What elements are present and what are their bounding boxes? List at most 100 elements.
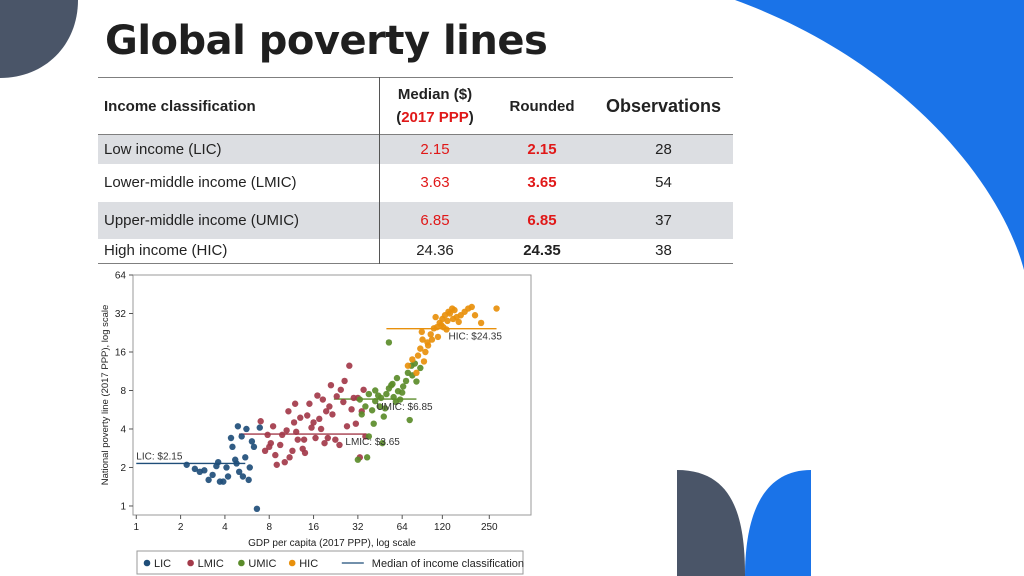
data-point-lmic (304, 412, 311, 419)
y-tick-label: 1 (120, 501, 126, 512)
data-point-lmic (264, 431, 271, 439)
data-point-lmic (312, 434, 319, 442)
data-point-lmic (286, 454, 293, 461)
table-row: High income (HIC) 24.36 24.35 38 (98, 238, 733, 264)
data-point-lmic (329, 411, 336, 418)
data-point-lmic (308, 424, 315, 431)
median-label-lic: LIC: $2.15 (136, 451, 183, 462)
data-point-umic (406, 416, 413, 424)
x-tick-label: 2 (178, 522, 184, 533)
data-point-lic (234, 423, 242, 430)
median-label-lmic: LMIC: $3.65 (345, 437, 400, 448)
data-point-lmic (306, 400, 313, 407)
data-point-lmic (324, 434, 332, 442)
leaf-logo-slate (677, 470, 745, 576)
data-point-lic (220, 478, 227, 485)
leaf-logo-blue (745, 470, 811, 576)
data-point-lmic (360, 386, 367, 393)
data-point-lic (213, 462, 220, 470)
data-point-lmic (319, 396, 327, 403)
x-axis-label: GDP per capita (2017 PPP), log scale (248, 538, 416, 549)
data-point-umic (390, 393, 397, 401)
row-median: 2.15 (379, 134, 490, 164)
data-point-hic (414, 352, 422, 359)
x-tick-label: 120 (434, 522, 451, 533)
row-observations: 37 (594, 201, 733, 239)
row-label: Low income (LIC) (98, 134, 380, 164)
data-point-hic (422, 348, 429, 356)
data-point-lic (238, 433, 245, 440)
data-point-lmic (321, 439, 328, 447)
data-point-lic (224, 473, 232, 480)
header-rounded: Rounded (509, 97, 575, 115)
header-observations: Observations (605, 95, 722, 116)
data-point-umic (383, 390, 390, 398)
data-point-lmic (346, 362, 353, 369)
data-point-umic (381, 405, 389, 412)
corner-blob-top-left (0, 0, 78, 78)
data-point-lmic (285, 408, 292, 415)
data-point-hic (404, 362, 412, 369)
poverty-scatter-chart: LIC: $2.15 LMIC: $3.65 UMIC: $6.85 HIC: $24… (100, 271, 532, 575)
data-point-umic (363, 454, 371, 461)
blue-arc-shape (735, 0, 1024, 576)
y-tick-label: 16 (115, 347, 127, 358)
data-point-hic (449, 315, 457, 323)
data-point-hic (471, 312, 479, 319)
data-point-lic (209, 471, 216, 479)
data-point-umic (393, 374, 401, 382)
median-label-umic: UMIC: $6.85 (376, 402, 433, 413)
x-tick-label: 16 (308, 522, 320, 533)
data-point-lic (248, 438, 256, 445)
data-point-hic (477, 319, 485, 327)
data-point-lmic (333, 393, 340, 400)
row-label: High income (HIC) (104, 242, 228, 260)
data-point-lmic (269, 423, 277, 430)
header-median: Median ($) (2017 PPP) (379, 77, 490, 135)
row-median: 24.36 (379, 238, 490, 264)
table-row: Lower-middle income (LMIC) 3.63 3.65 54 (98, 163, 733, 202)
y-tick-label: 64 (115, 271, 127, 282)
row-rounded: 3.65 (527, 174, 557, 191)
data-point-lic (191, 465, 199, 473)
data-point-lic (205, 476, 212, 484)
data-point-lmic (283, 427, 290, 434)
data-point-lic (235, 468, 243, 476)
y-tick-label: 32 (115, 309, 127, 320)
data-point-hic (444, 317, 451, 325)
data-point-lmic (332, 436, 339, 443)
data-point-umic (402, 377, 410, 385)
data-point-lic (250, 443, 258, 451)
legend-label-lmic: LMIC (198, 558, 224, 570)
data-point-lic (253, 505, 261, 513)
data-point-lic (256, 424, 263, 431)
legend-marker-umic (238, 559, 245, 567)
data-point-umic (368, 407, 376, 414)
data-point-hic (455, 318, 462, 326)
data-point-umic (398, 389, 406, 396)
data-point-hic (468, 303, 475, 311)
data-point-lmic (291, 400, 299, 407)
legend-marker-hic (288, 559, 296, 567)
data-point-lmic (261, 447, 269, 455)
data-point-lmic (293, 428, 300, 436)
data-point-lmic (257, 418, 264, 425)
x-tick-label: 32 (352, 522, 364, 533)
data-point-umic (379, 439, 386, 447)
data-point-hic (419, 336, 426, 343)
data-point-lic (196, 468, 203, 476)
data-point-lmic (266, 443, 273, 451)
legend-marker-lic (143, 559, 151, 567)
legend-label-hic: HIC (299, 558, 318, 570)
data-point-lic (183, 461, 190, 468)
data-point-hic (418, 328, 426, 336)
data-point-hic (409, 356, 416, 363)
data-point-umic (388, 381, 395, 389)
data-point-lmic (348, 406, 355, 413)
data-point-umic (396, 396, 404, 403)
header-median-label: Median ($) (397, 86, 473, 103)
data-point-hic (451, 306, 458, 314)
data-point-umic (372, 387, 379, 394)
plot-frame (132, 274, 532, 516)
